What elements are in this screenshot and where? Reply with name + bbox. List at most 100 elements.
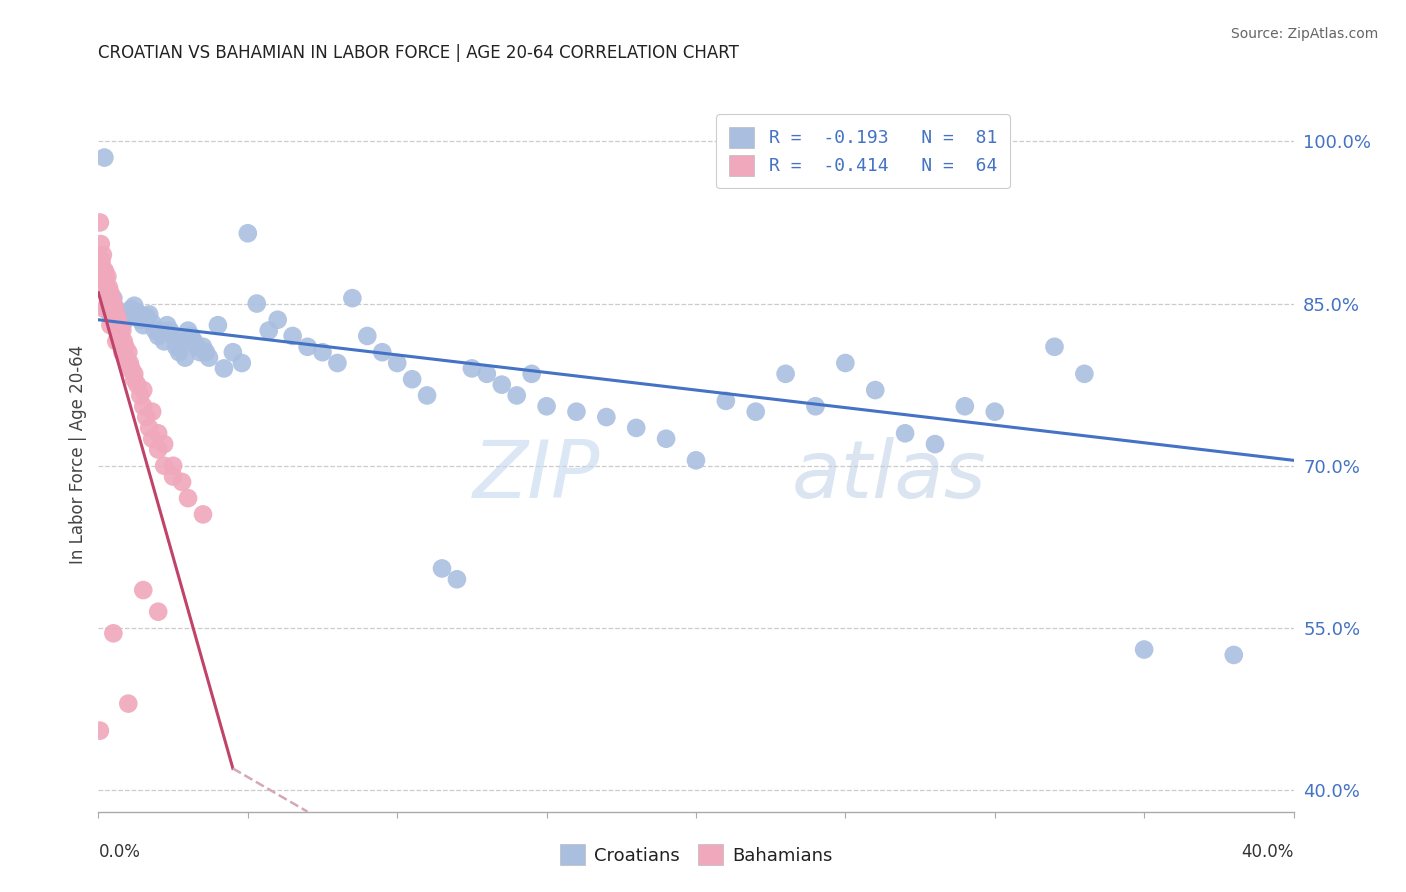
Text: 0.0%: 0.0% xyxy=(98,843,141,861)
Point xyxy=(281,329,304,343)
Point xyxy=(148,605,170,619)
Point xyxy=(156,318,179,333)
Point xyxy=(475,367,498,381)
Point xyxy=(91,248,114,262)
Point xyxy=(174,351,197,365)
Point xyxy=(311,345,333,359)
Point xyxy=(536,399,558,413)
Point xyxy=(107,324,129,338)
Text: atlas: atlas xyxy=(792,437,987,516)
Point xyxy=(159,324,181,338)
Point xyxy=(222,345,245,359)
Point xyxy=(103,296,125,310)
Point xyxy=(114,340,136,354)
Point xyxy=(150,324,173,338)
Point xyxy=(120,301,142,316)
Point xyxy=(103,291,125,305)
Point xyxy=(117,697,139,711)
Point xyxy=(90,237,112,252)
Point xyxy=(177,491,200,505)
Point xyxy=(105,318,128,333)
Point xyxy=(97,280,120,294)
Point xyxy=(626,421,648,435)
Point xyxy=(401,372,423,386)
Point xyxy=(148,426,170,441)
Point xyxy=(183,334,205,349)
Point xyxy=(112,334,135,349)
Point xyxy=(91,259,114,273)
Point xyxy=(104,312,127,326)
Point xyxy=(655,432,678,446)
Point xyxy=(100,307,122,321)
Point xyxy=(115,351,138,365)
Point xyxy=(135,310,157,324)
Text: ZIP: ZIP xyxy=(472,437,600,516)
Point xyxy=(162,469,184,483)
Point xyxy=(120,361,142,376)
Point xyxy=(132,399,155,413)
Point xyxy=(446,572,468,586)
Point xyxy=(111,324,134,338)
Point xyxy=(385,356,409,370)
Point xyxy=(138,307,160,321)
Point xyxy=(834,356,856,370)
Point xyxy=(89,215,111,229)
Point xyxy=(186,340,208,354)
Y-axis label: In Labor Force | Age 20-64: In Labor Force | Age 20-64 xyxy=(69,345,87,565)
Point xyxy=(141,316,163,330)
Point xyxy=(172,475,194,489)
Point xyxy=(124,299,146,313)
Point xyxy=(188,345,211,359)
Point xyxy=(93,269,115,284)
Point xyxy=(356,329,378,343)
Point xyxy=(96,280,118,294)
Point xyxy=(565,405,588,419)
Point xyxy=(114,312,136,326)
Point xyxy=(98,291,121,305)
Point xyxy=(520,367,543,381)
Point xyxy=(117,345,139,359)
Point xyxy=(110,329,132,343)
Point xyxy=(165,340,187,354)
Point xyxy=(94,264,117,278)
Point xyxy=(143,324,166,338)
Point xyxy=(111,318,134,333)
Point xyxy=(246,296,269,310)
Point xyxy=(132,583,155,598)
Point xyxy=(97,285,120,300)
Point xyxy=(141,432,163,446)
Point xyxy=(132,383,155,397)
Point xyxy=(924,437,946,451)
Point xyxy=(117,361,139,376)
Point xyxy=(212,361,235,376)
Point xyxy=(167,345,190,359)
Point xyxy=(101,291,124,305)
Point xyxy=(96,269,118,284)
Point xyxy=(195,345,218,359)
Point xyxy=(191,508,214,522)
Text: CROATIAN VS BAHAMIAN IN LABOR FORCE | AGE 20-64 CORRELATION CHART: CROATIAN VS BAHAMIAN IN LABOR FORCE | AG… xyxy=(98,45,740,62)
Point xyxy=(107,312,129,326)
Point xyxy=(135,410,157,425)
Point xyxy=(108,318,131,333)
Point xyxy=(984,405,1007,419)
Point xyxy=(90,253,112,268)
Point xyxy=(1133,642,1156,657)
Point xyxy=(685,453,707,467)
Point xyxy=(804,399,827,413)
Point xyxy=(1043,340,1066,354)
Point xyxy=(1222,648,1246,662)
Point xyxy=(894,426,917,441)
Point xyxy=(103,307,125,321)
Point xyxy=(148,329,170,343)
Point xyxy=(153,334,176,349)
Point xyxy=(491,377,513,392)
Point xyxy=(105,301,128,316)
Point xyxy=(153,437,176,451)
Point xyxy=(953,399,976,413)
Point xyxy=(100,285,122,300)
Point xyxy=(96,301,118,316)
Point xyxy=(198,351,221,365)
Point xyxy=(129,312,152,326)
Point xyxy=(231,356,253,370)
